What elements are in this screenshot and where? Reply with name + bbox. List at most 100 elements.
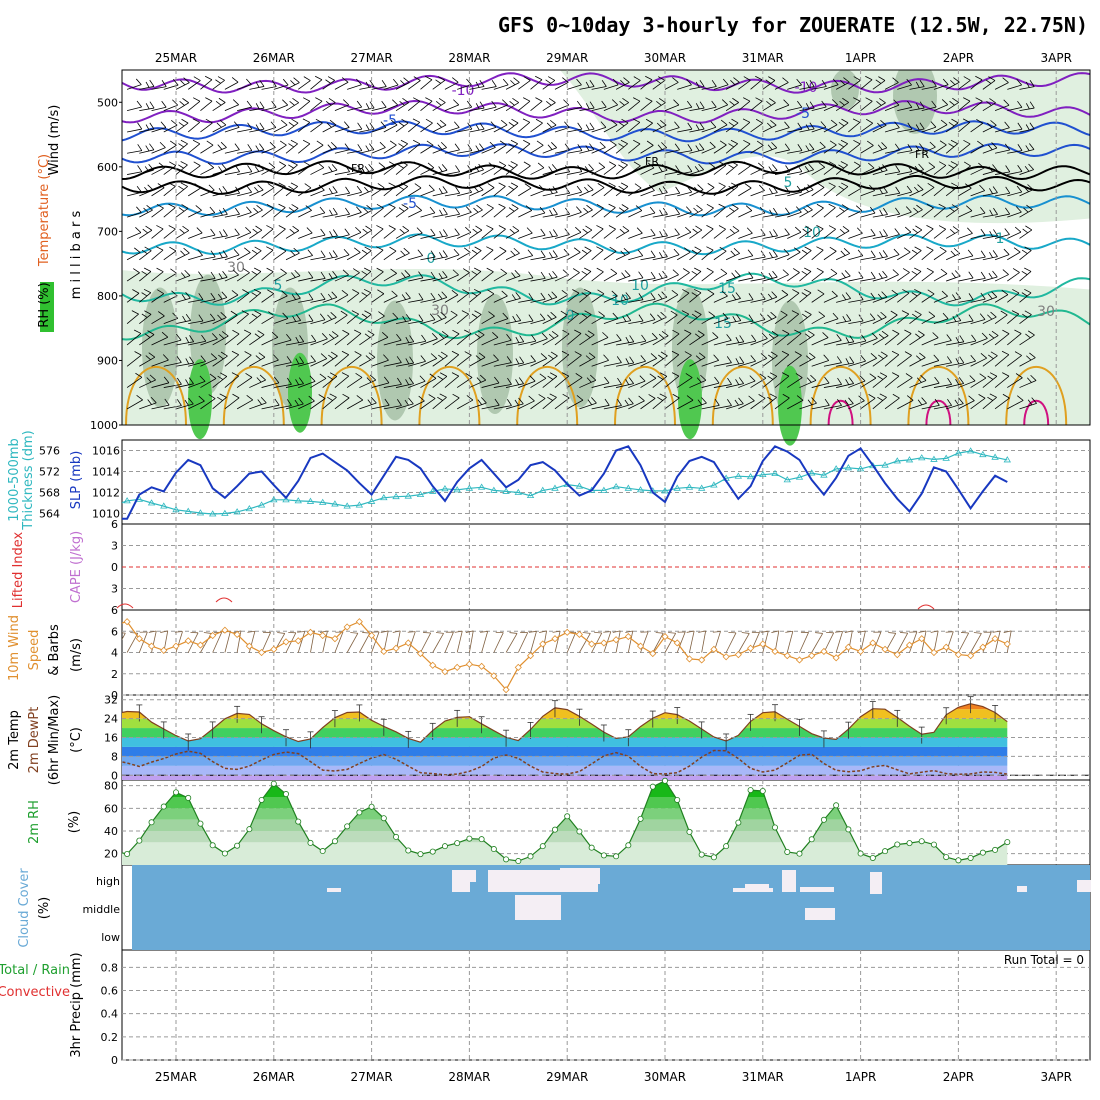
wind-barb bbox=[212, 393, 227, 410]
wind-barb bbox=[872, 229, 888, 239]
barb-shaft bbox=[823, 632, 835, 653]
barb-shaft bbox=[432, 147, 447, 154]
wind-barb bbox=[713, 99, 728, 112]
barb-shaft bbox=[860, 100, 873, 111]
barb-flag bbox=[648, 394, 656, 399]
barb-shaft bbox=[640, 234, 656, 239]
barb-shaft bbox=[322, 235, 338, 239]
wind-barb bbox=[1007, 185, 1023, 197]
barb-shaft bbox=[676, 272, 690, 282]
barb-shaft bbox=[958, 320, 974, 325]
wind-barb bbox=[958, 395, 975, 410]
rh2m-ylabel-units: (%) bbox=[67, 811, 82, 834]
warm-lobe bbox=[1005, 366, 1068, 426]
wind-barb bbox=[884, 372, 900, 388]
wind-barb bbox=[249, 352, 266, 367]
barb-flag bbox=[743, 161, 751, 167]
barb-flag bbox=[759, 184, 765, 191]
wind-speed-point bbox=[196, 641, 205, 649]
wind-barb bbox=[897, 289, 910, 303]
barb-shaft bbox=[909, 334, 925, 346]
wind-barb bbox=[505, 247, 520, 261]
barb-flag bbox=[620, 139, 628, 145]
barb-flag bbox=[734, 399, 739, 406]
barb-shaft bbox=[151, 106, 167, 112]
barb-shaft bbox=[567, 231, 582, 239]
barb-flag bbox=[451, 350, 459, 356]
barb-flag bbox=[739, 356, 745, 364]
wind-speed-point bbox=[221, 626, 229, 634]
wind-barb bbox=[811, 79, 827, 90]
barb-flag bbox=[840, 80, 846, 85]
barb-flag bbox=[950, 139, 958, 145]
wind-barb bbox=[1007, 206, 1022, 218]
barb-shaft bbox=[322, 192, 338, 197]
rh-point bbox=[124, 851, 131, 858]
barb-flag bbox=[519, 356, 525, 364]
barb-flag bbox=[146, 377, 152, 383]
barb-flag bbox=[376, 203, 384, 209]
wind-barb bbox=[811, 100, 827, 112]
barb-flag bbox=[494, 398, 500, 406]
wind-barb bbox=[395, 182, 408, 197]
wind-barb bbox=[175, 356, 195, 367]
surface-wind-barb bbox=[799, 631, 809, 653]
barb-flag bbox=[487, 289, 495, 295]
rh2m-ylabel: 2m RH bbox=[27, 800, 42, 844]
barb-flag bbox=[963, 76, 971, 81]
barb-flag bbox=[508, 164, 514, 169]
wind-barb bbox=[432, 270, 448, 282]
wind-barb bbox=[261, 398, 280, 410]
barb-shaft bbox=[395, 82, 410, 90]
wind-barb bbox=[909, 122, 925, 133]
barb-shaft bbox=[188, 232, 203, 239]
barb-flag bbox=[1015, 373, 1023, 379]
barb-shaft bbox=[982, 147, 998, 154]
barb-flag bbox=[1013, 247, 1021, 253]
slp-ylabel-1000-500: 1000-500mb bbox=[7, 438, 22, 522]
wind-barb bbox=[701, 162, 716, 175]
wind-speed-point bbox=[135, 635, 143, 643]
wind-barb bbox=[310, 292, 326, 303]
wind-barb bbox=[530, 162, 545, 175]
wind-barb bbox=[249, 374, 266, 388]
barb-flag bbox=[917, 330, 925, 336]
barb-flag bbox=[288, 207, 295, 212]
barb-flag bbox=[442, 270, 448, 278]
wind-barb bbox=[200, 250, 216, 261]
barb-shaft bbox=[200, 234, 216, 239]
barb-flag bbox=[891, 289, 899, 296]
barb-flag bbox=[622, 225, 630, 232]
wind-barb bbox=[811, 162, 826, 175]
rh-point bbox=[356, 809, 363, 816]
barb-shaft bbox=[982, 124, 997, 133]
barb-flag bbox=[149, 79, 155, 87]
barb-shaft bbox=[762, 276, 778, 282]
wind-barb bbox=[285, 269, 301, 282]
wind-barb bbox=[237, 165, 253, 175]
barb-shaft bbox=[224, 126, 240, 133]
barb-shaft bbox=[493, 295, 508, 303]
wind-barb bbox=[408, 293, 424, 303]
barb-flag bbox=[130, 632, 138, 634]
barb-flag bbox=[674, 228, 680, 235]
barb-shaft bbox=[994, 333, 1010, 346]
barb-flag bbox=[210, 271, 216, 279]
wind-barb bbox=[603, 246, 617, 261]
wind-barb bbox=[958, 97, 971, 111]
barb-shaft bbox=[481, 271, 494, 282]
rh-point bbox=[185, 794, 192, 801]
rh-point bbox=[613, 853, 620, 860]
barb-flag bbox=[540, 250, 546, 258]
wind-barb bbox=[200, 353, 218, 367]
barb-shaft bbox=[628, 299, 644, 303]
wind-barb bbox=[456, 268, 470, 282]
barb-shaft bbox=[518, 277, 534, 282]
wind-barb bbox=[946, 397, 964, 410]
barb-shaft bbox=[273, 207, 286, 218]
barb-shaft bbox=[774, 82, 789, 90]
barb-shaft bbox=[884, 192, 900, 197]
barb-flag bbox=[842, 226, 850, 232]
wind-barb bbox=[408, 118, 421, 133]
wind-barb bbox=[872, 330, 889, 346]
